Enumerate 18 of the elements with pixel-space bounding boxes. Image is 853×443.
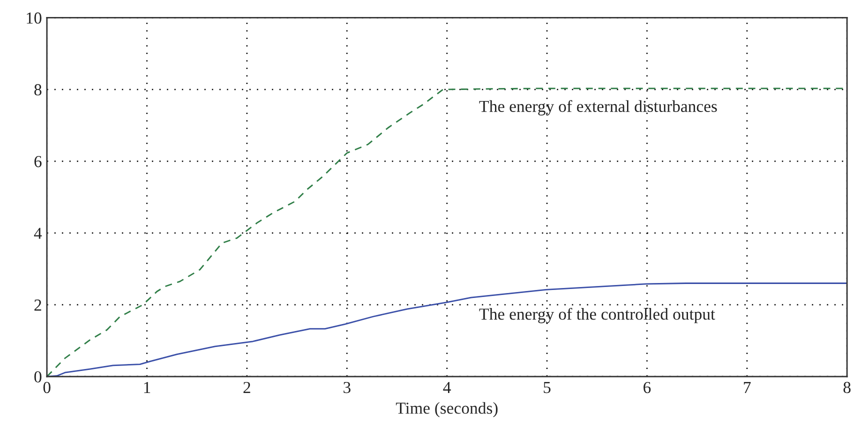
x-tick-label: 4 [443,382,451,393]
series-label: The energy of the controlled output [479,308,716,324]
y-tick-label: 4 [34,228,42,239]
x-tick-label: 8 [844,382,851,394]
x-tick-label: 5 [544,382,550,394]
series-label: The energy of external disturbances [479,100,717,116]
x-tick-label: 0 [43,382,50,394]
y-tick-label: 2 [34,300,42,311]
x-tick-label: 3 [344,382,350,394]
y-tick-label: 0 [34,371,42,382]
x-tick-label: 6 [644,382,651,394]
y-tick-label: 10 [26,12,42,24]
x-tick-label: 7 [744,382,751,393]
x-tick-label: 2 [244,382,250,393]
x-axis-title: Time (seconds) [396,402,498,418]
y-tick-label: 8 [34,84,42,96]
x-tick-label: 1 [144,382,150,393]
y-tick-label: 6 [34,156,42,168]
